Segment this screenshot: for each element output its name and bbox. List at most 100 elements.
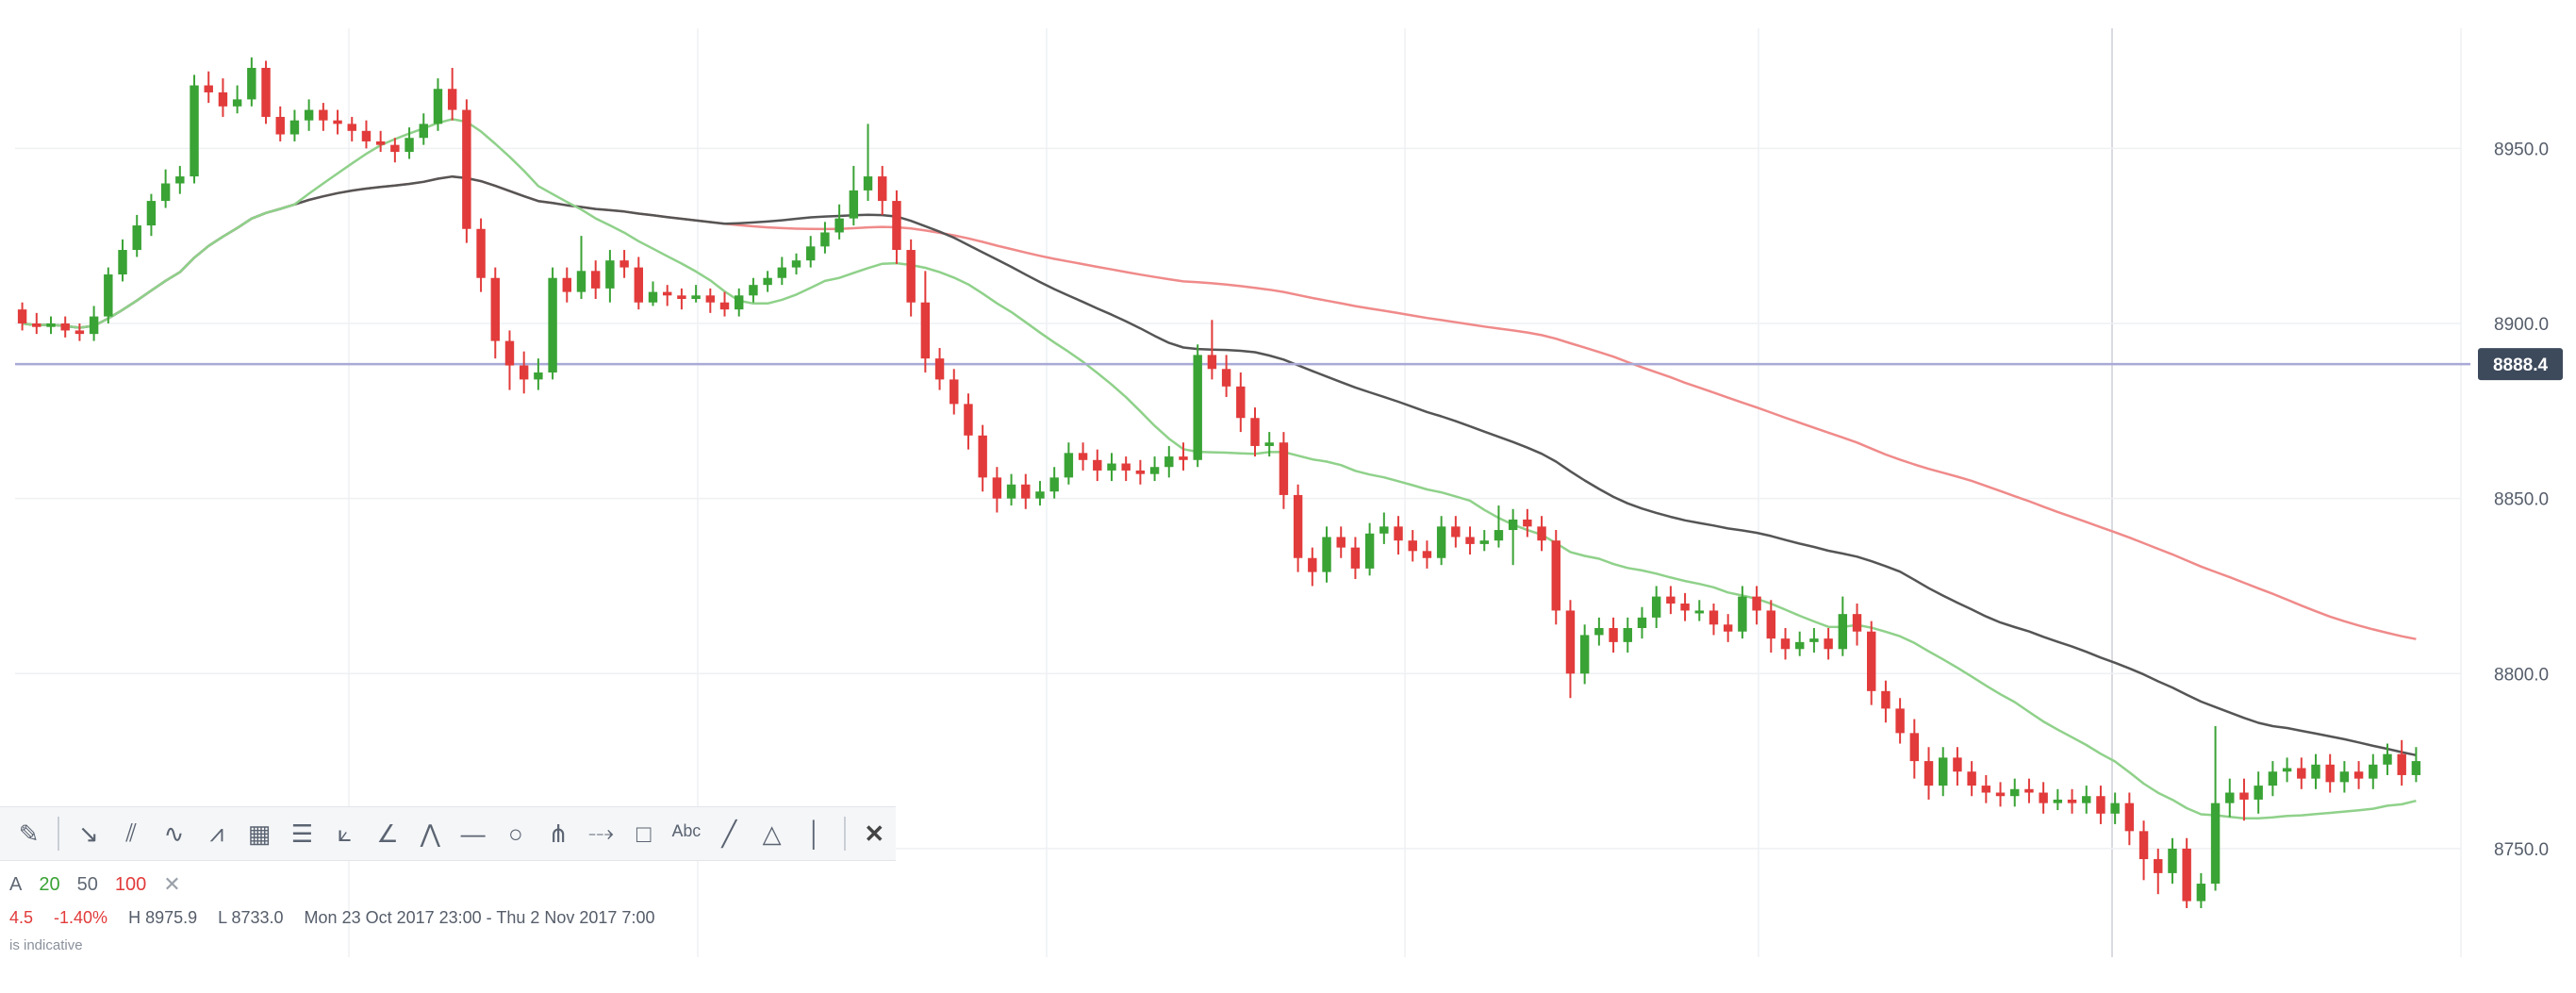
candle-body <box>1939 757 1948 786</box>
candle-body <box>89 316 99 335</box>
candle-body <box>419 124 428 139</box>
candle-body <box>1236 386 1246 419</box>
hline-icon[interactable]: — <box>460 819 486 848</box>
candle-body <box>1494 530 1504 541</box>
candle-body <box>834 218 844 233</box>
candle-body <box>906 250 916 303</box>
candle-body <box>2383 753 2392 765</box>
candle-body <box>2311 764 2320 779</box>
candle-body <box>949 379 959 405</box>
candle-body <box>763 277 772 286</box>
candle-body <box>1924 761 1934 786</box>
candle-body <box>662 291 672 296</box>
ma-100-label[interactable]: 100 <box>114 873 147 895</box>
candle-body <box>204 85 213 92</box>
candle-body <box>791 260 801 268</box>
candle-body <box>519 365 529 380</box>
candle-body <box>146 201 157 226</box>
candle-body <box>863 176 873 190</box>
candle-body <box>333 120 342 124</box>
candle-body <box>2411 761 2421 775</box>
candle-body <box>2039 792 2048 803</box>
pitchfork-icon[interactable]: ⋔ <box>548 819 570 848</box>
line-icon[interactable]: ╱ <box>721 819 737 848</box>
arrow-icon[interactable]: ↘ <box>78 819 99 848</box>
ma-label: A <box>9 873 23 895</box>
candle-body <box>1308 557 1317 572</box>
close-icon[interactable]: ✕ <box>864 819 885 848</box>
candle-body <box>1451 526 1461 538</box>
candle-body <box>677 295 686 300</box>
wave-icon[interactable]: ∿ <box>163 819 185 848</box>
candle-body <box>2196 884 2206 902</box>
vline-icon[interactable]: │ <box>806 819 823 848</box>
candle-body <box>1465 537 1475 544</box>
candle-body <box>1064 453 1074 478</box>
candle-body <box>2325 764 2335 783</box>
candle-body <box>347 124 356 131</box>
y-tick-label: 8750.0 <box>2494 840 2549 860</box>
candle-body <box>247 67 256 100</box>
y-tick-label: 8850.0 <box>2494 490 2549 510</box>
candle-body <box>1149 467 1160 474</box>
candle-body <box>2369 764 2378 779</box>
candle-body <box>1049 477 1059 492</box>
rect-icon[interactable]: □ <box>636 819 652 848</box>
candle-body <box>1723 624 1733 632</box>
y-tick-label: 8900.0 <box>2494 315 2549 335</box>
low-value: L 8733.0 <box>218 907 284 927</box>
candle-body <box>1035 491 1045 499</box>
candle-body <box>619 260 629 268</box>
candle-body <box>304 109 314 121</box>
fib-icon[interactable]: ☰ <box>290 819 314 848</box>
candle-body <box>275 116 285 135</box>
channel-icon[interactable]: ⫽ <box>125 819 138 847</box>
candle-body <box>1121 463 1131 471</box>
text-icon[interactable]: ᴬᵇᶜ <box>671 819 702 848</box>
pencil-icon[interactable]: ✎ <box>18 819 40 848</box>
candle-body <box>1408 540 1417 552</box>
candle-body <box>590 271 601 289</box>
toolbar-separator <box>843 817 846 851</box>
candle-body <box>1680 604 1690 611</box>
candle-body <box>920 302 931 359</box>
candle-body <box>1609 628 1618 642</box>
ma-20-label[interactable]: 20 <box>39 873 60 895</box>
candle-body <box>705 295 716 303</box>
y-tick-label: 8950.0 <box>2494 140 2549 159</box>
candle-body <box>218 91 228 107</box>
ma-50-label[interactable]: 50 <box>76 873 98 895</box>
candle-body <box>433 89 443 124</box>
candle-body <box>648 291 658 303</box>
candle-body <box>462 109 471 229</box>
candle-body <box>361 130 372 141</box>
candle-body <box>820 232 830 247</box>
angle-icon[interactable]: ∠ <box>376 819 399 848</box>
close-icon[interactable]: ✕ <box>163 872 181 896</box>
candle-body <box>1479 540 1489 544</box>
date-range: Mon 23 Oct 2017 23:00 - Thu 2 Nov 2017 7… <box>304 907 655 927</box>
candle-body <box>1809 638 1819 642</box>
circle-icon[interactable]: ○ <box>508 819 523 848</box>
candle-body <box>2210 803 2221 885</box>
triangle-icon[interactable]: △ <box>762 819 782 848</box>
candle-body <box>319 109 328 121</box>
candle-body <box>2225 792 2235 803</box>
trend-icon[interactable]: ⤏ <box>587 819 614 847</box>
candle-body <box>735 295 744 310</box>
elliott-icon[interactable]: ⋀ <box>420 819 440 848</box>
grid-icon[interactable]: ▦ <box>247 819 272 848</box>
candle-body <box>289 120 300 135</box>
fan-icon[interactable]: ⟀ <box>337 819 353 847</box>
candle-body <box>1565 610 1576 674</box>
candle-body <box>1107 463 1116 471</box>
pattern-icon[interactable]: ⩘ <box>209 819 224 847</box>
candle-body <box>1866 631 1876 691</box>
candle-body <box>1179 456 1188 460</box>
candle-body <box>1523 519 1532 527</box>
candle-body <box>447 89 457 110</box>
candle-body <box>190 85 199 177</box>
candle-body <box>1637 617 1647 629</box>
